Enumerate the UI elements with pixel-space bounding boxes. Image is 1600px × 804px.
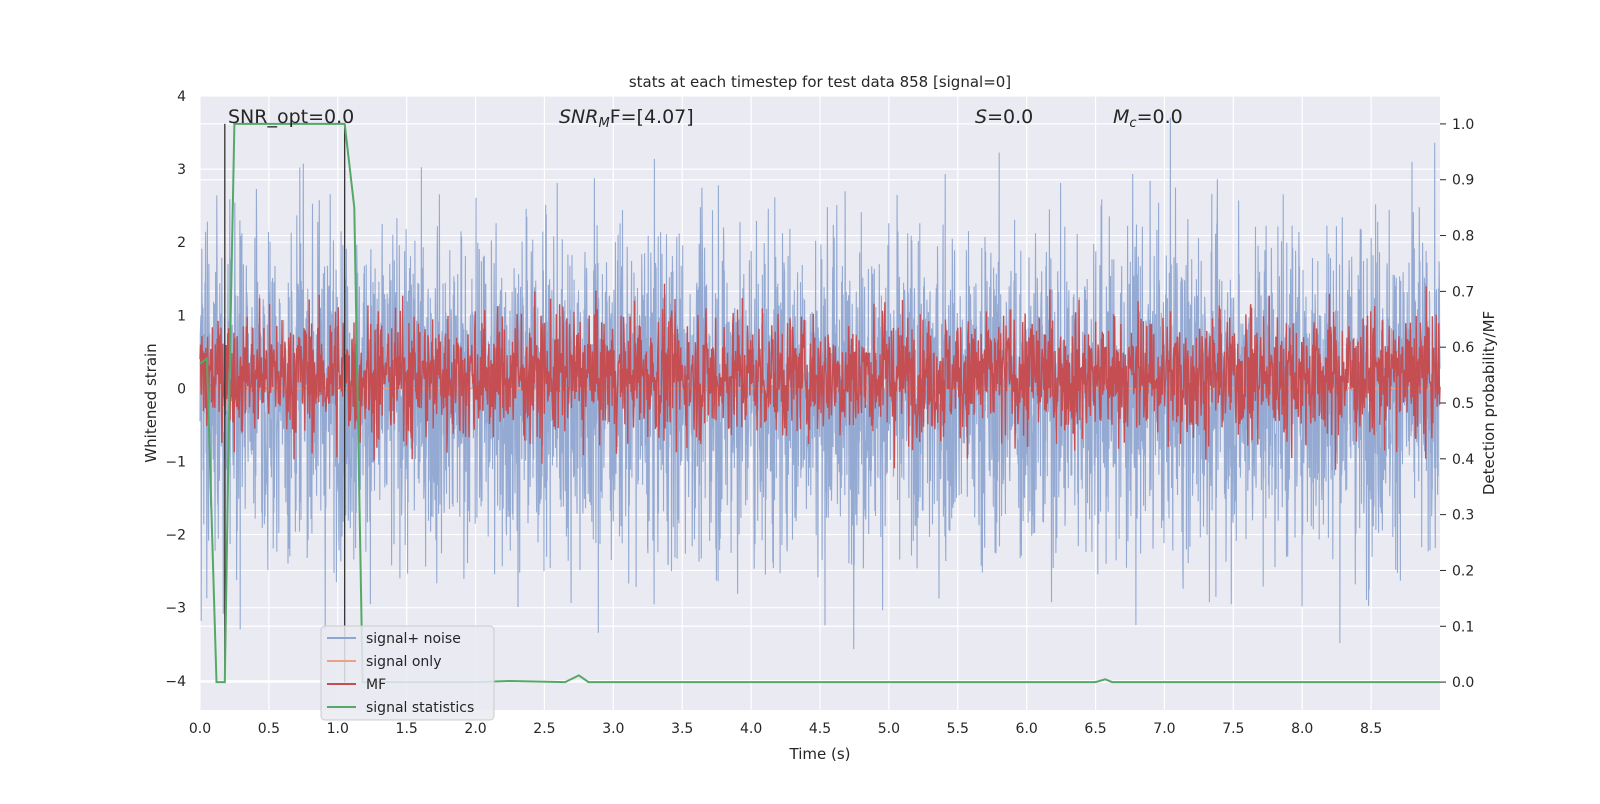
x-tick-label: 8.0 (1291, 721, 1313, 737)
snr-mf-sub: M (598, 116, 609, 131)
x-axis-label: Time (s) (789, 745, 851, 763)
x-ticks: 0.0 0.5 1.0 1.5 2.0 2.5 3.0 3.5 4.0 4.5 5.0 5.5 6.0 6… (189, 721, 1382, 737)
legend-label-signal-statistics: signal statistics (366, 700, 474, 716)
y-tick-label-right: 1.0 (1452, 117, 1474, 133)
y-axis-label-right: Detection probability/MF (1480, 311, 1498, 495)
y-tick-label-left: 1 (177, 308, 186, 324)
x-tick-label: 2.5 (533, 721, 555, 737)
x-tick-label: 0.0 (189, 721, 211, 737)
y-tick-label-left: 2 (177, 235, 186, 251)
s-rest: =0.0 (987, 106, 1033, 128)
chart-title: stats at each timestep for test data 858… (629, 73, 1011, 91)
x-tick-label: 6.0 (1016, 721, 1038, 737)
legend-box (320, 625, 495, 721)
legend: signal+ noise signal only MF signal stat… (320, 625, 495, 721)
y-axis-label-left: Whitened strain (142, 343, 160, 462)
x-tick-label: 4.0 (740, 721, 762, 737)
y-tick-label-right: 0.9 (1452, 173, 1474, 189)
annotation-snr-opt: SNR_opt=0.0 (228, 106, 354, 128)
left-y-ticks: −4 −3 −2 −1 0 1 2 3 4 (165, 89, 186, 690)
y-tick-label-right: 0.8 (1452, 229, 1474, 245)
mc-rest: =0.0 (1137, 106, 1183, 128)
y-tick-label-left: −2 (165, 528, 186, 544)
annotation-mc: Mc=0.0 (1113, 106, 1183, 131)
y-tick-label-right: 0.2 (1452, 563, 1474, 579)
y-tick-label-left: −3 (165, 601, 186, 617)
x-tick-label: 1.0 (327, 721, 349, 737)
mc-sub: c (1129, 116, 1136, 131)
s-main: S (975, 106, 987, 128)
snr-mf-main: SNR (559, 106, 598, 128)
y-tick-label-right: 0.3 (1452, 508, 1474, 524)
x-tick-label: 7.0 (1153, 721, 1175, 737)
x-tick-label: 0.5 (258, 721, 280, 737)
y-tick-label-left: 0 (177, 381, 186, 397)
x-tick-label: 5.5 (947, 721, 969, 737)
x-tick-label: 8.5 (1360, 721, 1382, 737)
legend-label-signal-only: signal only (366, 654, 441, 670)
x-tick-label: 3.5 (671, 721, 693, 737)
x-tick-label: 3.0 (602, 721, 624, 737)
y-tick-label-right: 0.6 (1452, 340, 1474, 356)
snr-mf-rest: F=[4.07] (610, 106, 694, 128)
y-tick-label-right: 0.7 (1452, 284, 1474, 300)
y-tick-label-right: 0.0 (1452, 675, 1474, 691)
y-tick-label-left: 4 (177, 89, 186, 105)
annotation-snr-mf: SNRMF=[4.07] (559, 106, 694, 131)
legend-label-mf: MF (366, 677, 386, 693)
annotation-s: S=0.0 (975, 106, 1033, 128)
y-tick-label-left: 3 (177, 162, 186, 178)
x-tick-label: 1.5 (396, 721, 418, 737)
x-tick-label: 4.5 (809, 721, 831, 737)
x-tick-label: 6.5 (1084, 721, 1106, 737)
right-y-ticks: 0.0 0.1 0.2 0.3 0.4 0.5 0.6 0.7 0.8 0.9 1.0 (1440, 117, 1474, 691)
mc-main: M (1113, 106, 1129, 128)
x-tick-label: 2.0 (464, 721, 486, 737)
y-tick-label-left: −1 (165, 454, 186, 470)
x-tick-label: 7.5 (1222, 721, 1244, 737)
series-mf (199, 283, 1441, 470)
x-tick-label: 5.0 (878, 721, 900, 737)
y-tick-label-right: 0.5 (1452, 396, 1474, 412)
y-tick-label-right: 0.1 (1452, 619, 1474, 635)
y-tick-label-right: 0.4 (1452, 452, 1474, 468)
legend-label-noise: signal+ noise (366, 631, 461, 647)
y-tick-label-left: −4 (165, 674, 186, 690)
